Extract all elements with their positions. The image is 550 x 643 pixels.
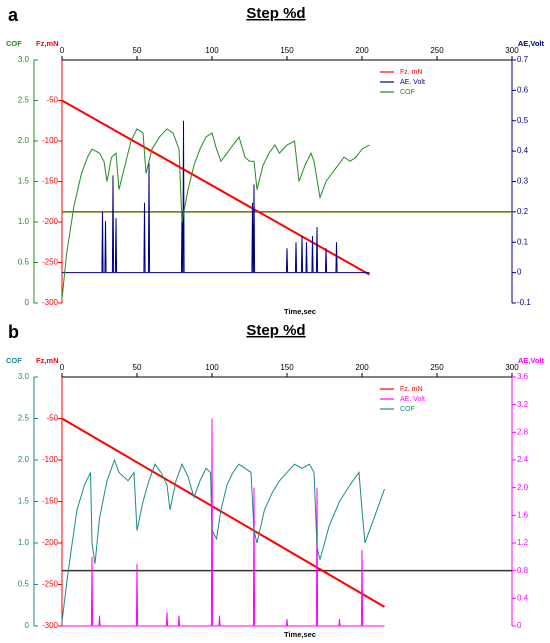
y2-tick-label: 3.6 — [517, 372, 529, 381]
y3-tick-label: 2.5 — [18, 96, 30, 105]
y2-tick-label: 0.8 — [517, 566, 529, 575]
panel-label: a — [8, 5, 19, 25]
y-tick-label: -200 — [42, 538, 59, 547]
x-tick-label: 250 — [430, 46, 444, 55]
series-line — [61, 458, 385, 622]
y-axis-title: Fz,mN — [36, 356, 59, 365]
x-tick-label: 200 — [355, 46, 369, 55]
x-tick-label: 50 — [133, 46, 142, 55]
y2-tick-label: 0.4 — [517, 593, 529, 602]
y3-tick-label: 2.0 — [18, 136, 30, 145]
x-axis-title: Time,sec — [284, 307, 316, 316]
y2-tick-label: 0.5 — [517, 116, 529, 125]
y3-tick-label: 3.0 — [18, 55, 30, 64]
y-axis-title: Fz,mN — [36, 39, 59, 48]
legend-label: Fz. mN — [400, 386, 423, 393]
y-tick-label: -250 — [42, 258, 59, 267]
y-tick-label: -50 — [46, 414, 58, 423]
y-tick-label: -100 — [42, 455, 59, 464]
x-tick-label: 50 — [133, 363, 142, 372]
y3-tick-label: 1.0 — [18, 538, 30, 547]
x-tick-label: 150 — [280, 363, 294, 372]
x-tick-label: 0 — [60, 46, 65, 55]
y2-tick-label: 0.6 — [517, 85, 529, 94]
y2-tick-label: 0 — [517, 268, 522, 277]
y2-tick-label: 2.4 — [517, 455, 529, 464]
y2-tick-label: -0.1 — [517, 298, 531, 307]
y2-axis-title: AE,Volt — [518, 356, 545, 365]
series-line — [61, 99, 370, 276]
chart-title: Step %d — [246, 5, 305, 22]
y-tick-label: -300 — [42, 621, 59, 630]
x-tick-label: 100 — [205, 46, 219, 55]
y3-tick-label: 0 — [25, 298, 30, 307]
y3-tick-label: 2.5 — [18, 414, 30, 423]
y2-tick-label: 1.2 — [517, 538, 529, 547]
y3-tick-label: 1.5 — [18, 177, 30, 186]
y-tick-label: -100 — [42, 136, 59, 145]
y-tick-label: -250 — [42, 580, 59, 589]
y2-tick-label: 0.1 — [517, 237, 529, 246]
x-tick-label: 250 — [430, 363, 444, 372]
series-line — [61, 417, 386, 608]
legend-label: COF — [400, 406, 415, 413]
legend-label: Fz. mN — [400, 69, 423, 76]
y3-axis-title: COF — [6, 39, 22, 48]
x-tick-label: 200 — [355, 363, 369, 372]
y2-axis-title: AE,Volt — [518, 39, 545, 48]
legend-label: AE. Volt — [400, 79, 425, 86]
y-tick-label: -150 — [42, 177, 59, 186]
y2-tick-label: 2.0 — [517, 483, 529, 492]
y2-tick-label: 0.3 — [517, 177, 529, 186]
panel-label: b — [8, 322, 19, 342]
y-tick-label: -150 — [42, 497, 59, 506]
y-tick-label: -50 — [46, 96, 58, 105]
y2-tick-label: 0 — [517, 621, 522, 630]
y2-tick-label: 1.6 — [517, 510, 529, 519]
y3-tick-label: 0 — [25, 621, 30, 630]
y-tick-label: -200 — [42, 217, 59, 226]
series-line — [62, 418, 385, 627]
series-line — [61, 128, 370, 300]
y3-tick-label: 1.0 — [18, 217, 30, 226]
y3-tick-label: 2.0 — [18, 455, 30, 464]
x-tick-label: 0 — [60, 363, 65, 372]
y2-tick-label: 0.2 — [517, 207, 529, 216]
series-line — [62, 120, 370, 274]
y3-axis-title: COF — [6, 356, 22, 365]
x-axis-title: Time,sec — [284, 630, 316, 639]
legend-label: AE. Volt — [400, 396, 425, 403]
y3-tick-label: 3.0 — [18, 372, 30, 381]
y3-tick-label: 0.5 — [18, 258, 30, 267]
y2-tick-label: 3.2 — [517, 400, 529, 409]
y3-tick-label: 1.5 — [18, 497, 30, 506]
x-tick-label: 150 — [280, 46, 294, 55]
y2-tick-label: 0.4 — [517, 146, 529, 155]
y3-tick-label: 0.5 — [18, 580, 30, 589]
chart-title: Step %d — [246, 322, 305, 339]
y2-tick-label: 0.7 — [517, 55, 529, 64]
x-tick-label: 300 — [505, 46, 519, 55]
y-tick-label: -300 — [42, 298, 59, 307]
legend-label: COF — [400, 89, 415, 96]
x-tick-label: 100 — [205, 363, 219, 372]
x-tick-label: 300 — [505, 363, 519, 372]
y2-tick-label: 2.8 — [517, 427, 529, 436]
